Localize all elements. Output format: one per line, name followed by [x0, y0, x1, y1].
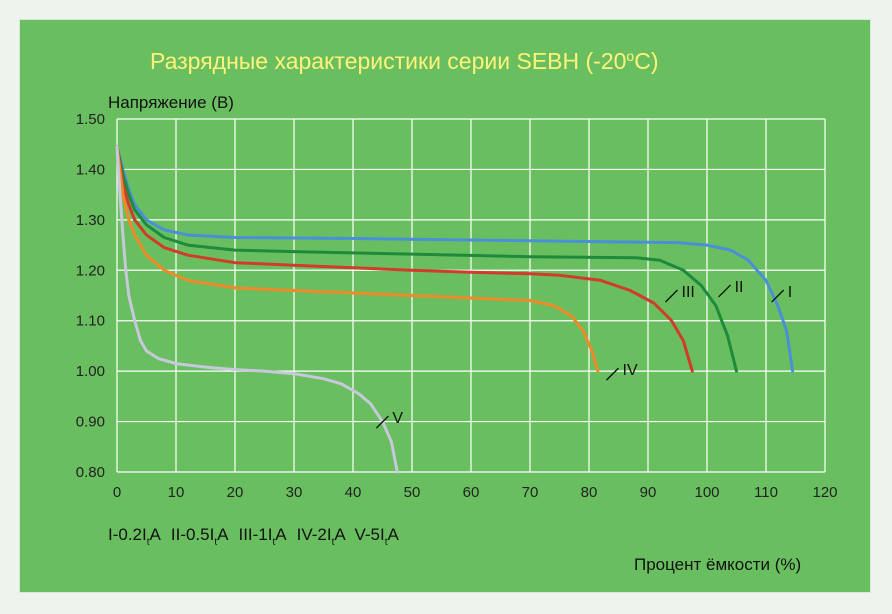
series-label-I: I: [788, 284, 792, 301]
legend-entry-1: I-0.2I: [108, 525, 147, 544]
series-lines: [115, 145, 795, 474]
x-tick-label-10: 10: [168, 484, 185, 501]
series-line-III: [115, 145, 694, 373]
y-tick-label-1.10: 1.10: [76, 313, 105, 330]
series-label-II: II: [735, 279, 744, 296]
legend-entry-2-subscript: t: [214, 537, 217, 548]
series-label-V: V: [392, 410, 403, 427]
x-tick-labels: 0 10 20 30 40 50 60 70 80 90 100 110 120: [113, 484, 838, 501]
y-tick-label-1.20: 1.20: [76, 262, 105, 279]
series-line-IV: [115, 145, 600, 373]
series-line-II: [115, 145, 738, 373]
legend-entry-4: IV-2I: [297, 525, 332, 544]
series-line-V: [115, 145, 399, 474]
y-tick-label-1.50: 1.50: [76, 111, 105, 128]
series-leader-V: [375, 415, 389, 429]
series-line-I: [115, 145, 795, 373]
legend: I-0.2ItA II-0.5ItA III-1ItA IV-2ItA V-5ItA: [108, 525, 399, 548]
y-tick-labels: 0.80 0.90 1.00 1.10 1.20 1.30 1.40 1.50: [76, 111, 105, 481]
series-leader-II: [718, 284, 732, 298]
legend-entry-2: II-0.5I: [171, 525, 214, 544]
legend-entry-5-unit: A: [387, 525, 399, 544]
y-tick-label-1.00: 1.00: [76, 363, 105, 380]
y-tick-label-0.80: 0.80: [76, 464, 105, 481]
x-axis-label: Процент ёмкости (%): [634, 555, 801, 574]
legend-entry-1-unit: A: [150, 525, 162, 544]
series-leader-IV: [606, 367, 619, 381]
legend-entry-4-unit: A: [334, 525, 346, 544]
legend-entry-1-subscript: t: [147, 537, 150, 548]
chart-title: Разрядные характеристики серии SEBH (-20…: [150, 48, 658, 74]
legend-entry-4-subscript: t: [332, 537, 335, 548]
legend-entry-5-subscript: t: [385, 537, 388, 548]
legend-entry-5: V-5I: [354, 525, 384, 544]
chart-frame: Разрядные характеристики серии SEBH (-20…: [20, 20, 870, 592]
legend-entry-3-unit: A: [275, 525, 287, 544]
y-tick-label-1.40: 1.40: [76, 161, 105, 178]
legend-entry-3-subscript: t: [272, 537, 275, 548]
x-tick-label-80: 80: [581, 484, 598, 501]
x-tick-label-0: 0: [113, 484, 121, 501]
x-tick-label-100: 100: [694, 484, 719, 501]
discharge-chart: Разрядные характеристики серии SEBH (-20…: [76, 48, 838, 574]
y-tick-label-0.90: 0.90: [76, 414, 105, 431]
legend-entry-2-unit: A: [217, 525, 229, 544]
x-tick-label-110: 110: [754, 484, 778, 501]
legend-entry-3: III-1I: [238, 525, 272, 544]
x-tick-label-30: 30: [286, 484, 303, 501]
x-tick-label-40: 40: [345, 484, 362, 501]
x-tick-label-120: 120: [812, 484, 837, 501]
x-tick-label-90: 90: [640, 484, 657, 501]
series-leader-III: [665, 289, 678, 303]
x-tick-label-70: 70: [522, 484, 539, 501]
x-tick-label-50: 50: [404, 484, 421, 501]
y-axis-label: Напряжение (В): [108, 93, 234, 112]
x-tick-label-20: 20: [227, 484, 244, 501]
series-leader-I: [771, 289, 785, 303]
y-tick-label-1.30: 1.30: [76, 212, 105, 229]
grid-lines: [116, 118, 826, 473]
series-label-III: III: [682, 284, 695, 301]
series-label-IV: IV: [623, 362, 638, 379]
x-tick-label-60: 60: [463, 484, 480, 501]
